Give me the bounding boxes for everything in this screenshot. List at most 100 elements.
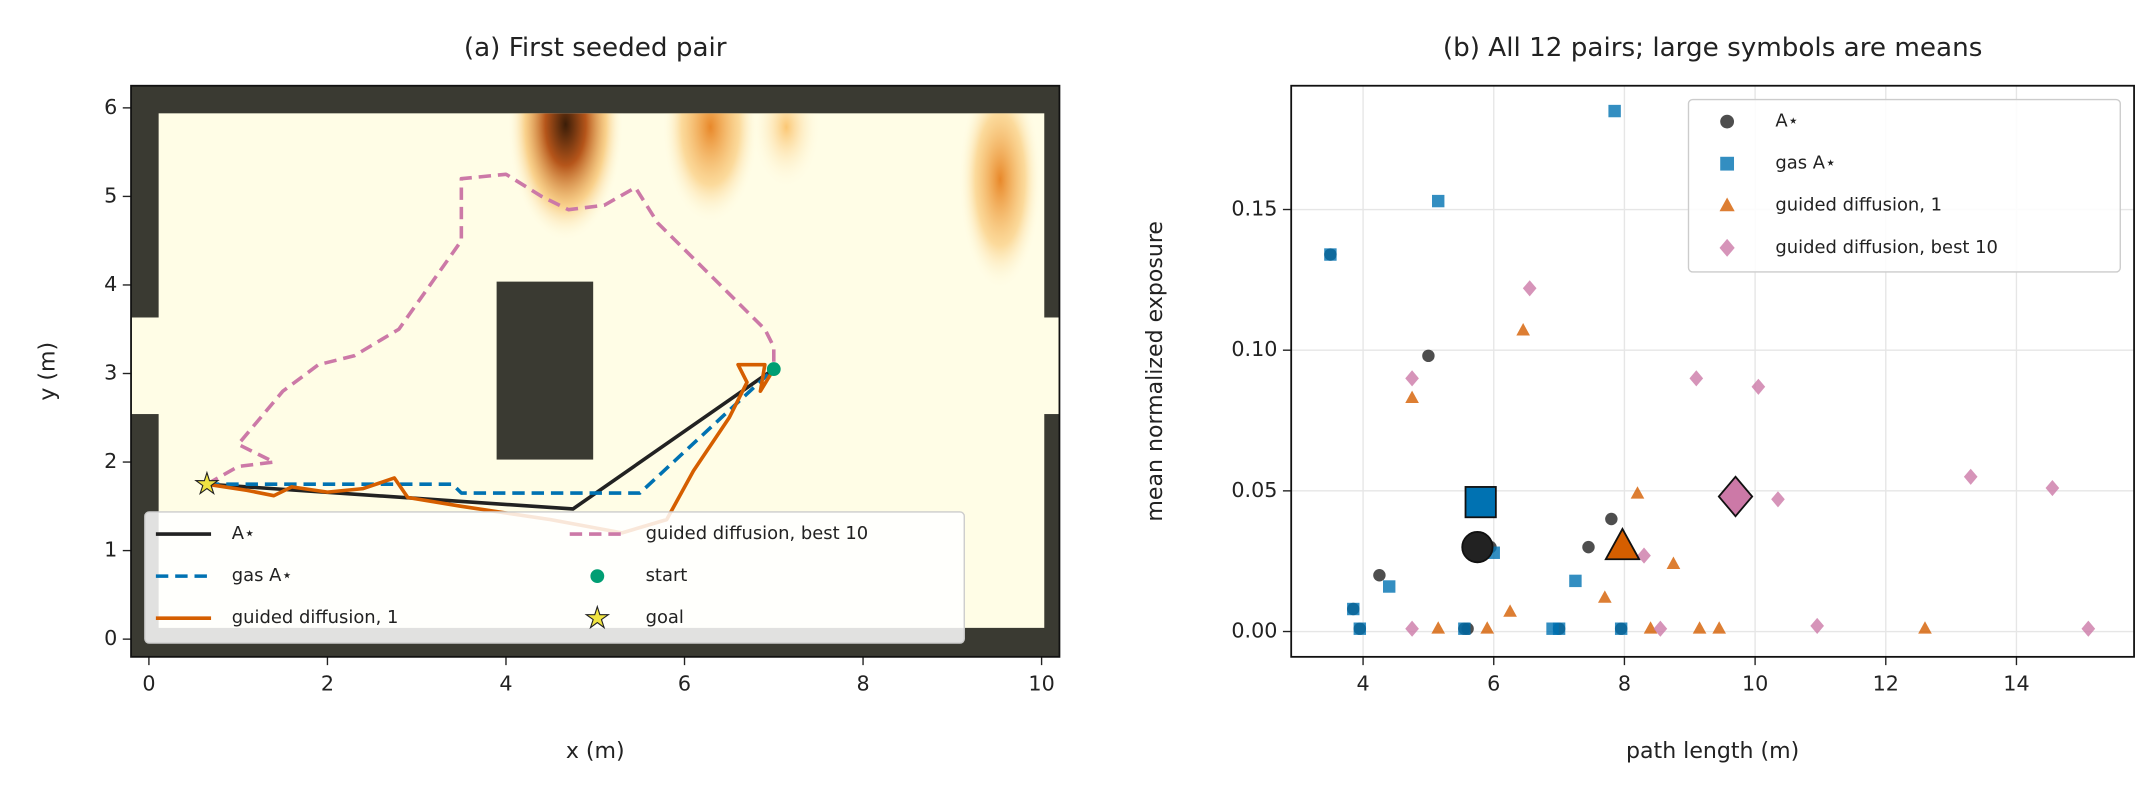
square-marker xyxy=(1608,104,1621,118)
square-marker xyxy=(1383,580,1396,593)
square-marker xyxy=(1353,622,1367,635)
square-marker xyxy=(1552,622,1566,635)
triangle-marker xyxy=(1692,621,1707,634)
triangle-marker xyxy=(1630,486,1645,499)
y-tick-label: 6 xyxy=(104,95,117,119)
opening xyxy=(1041,317,1060,415)
y-tick-label: 0 xyxy=(104,626,117,650)
chart-title: (b) All 12 pairs; large symbols are mean… xyxy=(1443,33,1982,63)
y-tick-label: 4 xyxy=(104,272,117,296)
circle-marker xyxy=(1461,531,1494,564)
legend-label: guided diffusion, 1 xyxy=(232,607,399,628)
square-marker xyxy=(1347,602,1360,616)
legend-box xyxy=(1687,98,2121,273)
y-tick-label: 0.05 xyxy=(1231,478,1277,502)
x-tick-label: 14 xyxy=(2003,671,2029,695)
heat xyxy=(507,113,624,242)
legend-label: A⋆ xyxy=(1775,111,1798,132)
square-marker xyxy=(1458,622,1471,635)
triangle-marker xyxy=(1597,590,1612,603)
x-tick-label: 4 xyxy=(1356,671,1369,695)
diamond-marker xyxy=(1717,475,1754,518)
diamond-marker xyxy=(1719,238,1735,257)
x-tick-label: 8 xyxy=(856,671,869,695)
legend-label: gas A⋆ xyxy=(232,565,293,586)
diamond-marker xyxy=(2045,479,2060,497)
circle-marker xyxy=(1720,114,1735,129)
square-marker xyxy=(1614,622,1628,635)
circle-marker xyxy=(590,569,605,584)
star-marker xyxy=(584,604,611,630)
triangle-marker xyxy=(1516,323,1530,336)
plot-frame xyxy=(1290,84,2135,658)
y-tick-label: 0.15 xyxy=(1231,197,1277,221)
diamond-marker xyxy=(1637,547,1651,564)
x-tick-label: 10 xyxy=(1742,671,1768,695)
circle-marker xyxy=(1605,512,1618,526)
x-axis-label: path length (m) xyxy=(1626,739,1799,764)
x-tick-label: 12 xyxy=(1873,671,1899,695)
legend-label: gas A⋆ xyxy=(1775,153,1836,174)
heat xyxy=(958,113,1042,290)
y-axis-label: mean normalized exposure xyxy=(1143,221,1168,522)
diamond-marker xyxy=(1405,620,1419,637)
triangle-marker xyxy=(1405,390,1419,403)
triangle-marker xyxy=(1503,604,1517,617)
triangle-marker xyxy=(1712,621,1726,634)
map-background xyxy=(131,85,1060,657)
x-tick-label: 0 xyxy=(142,671,155,695)
diamond-marker xyxy=(1751,378,1766,395)
x-axis-label: x (m) xyxy=(566,739,625,764)
y-tick-label: 1 xyxy=(104,538,117,562)
diamond-marker xyxy=(1689,370,1704,387)
triangle-marker xyxy=(1918,621,1932,634)
circle-marker xyxy=(1373,569,1386,582)
diamond-marker xyxy=(1963,468,1978,485)
legend-box xyxy=(144,511,965,644)
square-marker xyxy=(1432,194,1445,208)
y-tick-label: 3 xyxy=(104,361,117,385)
chart-title: (a) First seeded pair xyxy=(464,33,727,63)
star-marker xyxy=(194,470,220,496)
y-axis-label: y (m) xyxy=(35,342,60,401)
legend-label: guided diffusion, best 10 xyxy=(1775,237,1998,258)
triangle-marker xyxy=(1480,621,1495,634)
diamond-marker xyxy=(1771,491,1785,508)
triangle-marker xyxy=(1643,621,1658,634)
heat xyxy=(751,113,821,190)
square-marker xyxy=(1569,574,1582,588)
plot-frame xyxy=(130,84,1061,658)
triangle-marker xyxy=(1719,197,1735,212)
circle-marker xyxy=(1582,540,1595,554)
path-line xyxy=(206,172,776,486)
x-tick-label: 2 xyxy=(321,671,334,695)
x-tick-label: 6 xyxy=(678,671,691,695)
diamond-marker xyxy=(1653,620,1668,637)
obstacle xyxy=(496,281,594,460)
path-line xyxy=(206,367,776,495)
circle-marker xyxy=(1422,349,1435,363)
circle-marker xyxy=(766,362,781,376)
square-marker xyxy=(1324,248,1337,261)
x-tick-label: 6 xyxy=(1487,671,1500,695)
y-tick-label: 2 xyxy=(104,449,117,473)
square-marker xyxy=(1464,486,1497,519)
legend-label: start xyxy=(646,565,688,586)
square-marker xyxy=(1720,156,1735,171)
diamond-marker xyxy=(2081,620,2096,637)
triangle-marker xyxy=(1666,556,1681,569)
legend-label: guided diffusion, 1 xyxy=(1775,195,1942,216)
legend-label: guided diffusion, best 10 xyxy=(646,523,869,544)
diamond-marker xyxy=(1522,280,1537,297)
opening xyxy=(131,317,162,415)
diamond-marker xyxy=(1405,370,1419,387)
triangle-marker xyxy=(1604,527,1641,561)
y-tick-label: 0.00 xyxy=(1231,619,1277,643)
y-tick-label: 5 xyxy=(104,183,117,207)
legend-label: A⋆ xyxy=(232,523,255,544)
x-tick-label: 4 xyxy=(499,671,512,695)
legend-label: goal xyxy=(646,607,684,628)
x-tick-label: 10 xyxy=(1028,671,1054,695)
heat xyxy=(662,113,759,224)
